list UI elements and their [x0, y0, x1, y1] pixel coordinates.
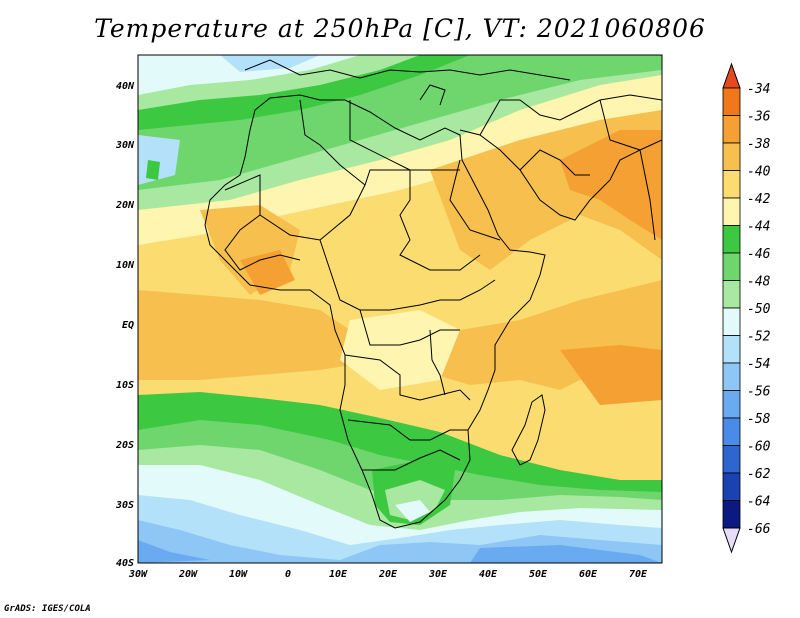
colorbar-segment — [722, 445, 741, 474]
colorbar-label: -38 — [747, 137, 771, 152]
lon-label: 10W — [229, 569, 248, 580]
lon-label: 40E — [479, 569, 498, 580]
lon-label: 60E — [579, 569, 598, 580]
map-title: Temperature at 250hPa [C], VT: 202106080… — [94, 14, 706, 43]
colorbar-label: -66 — [747, 522, 771, 537]
lat-label: EQ — [122, 320, 134, 331]
colorbar-label: -64 — [747, 495, 770, 510]
colorbar-segment — [722, 500, 741, 529]
colorbar-segment — [722, 170, 741, 199]
lon-label: 50E — [529, 569, 548, 580]
colorbar-label: -60 — [747, 440, 771, 455]
colorbar-label: -34 — [747, 82, 770, 97]
colorbar-label: -52 — [747, 330, 771, 345]
lon-label: 20W — [178, 569, 198, 580]
colorbar-bottom-arrow — [722, 527, 741, 554]
colorbar-segment — [722, 362, 741, 391]
colorbar-label: -56 — [747, 385, 771, 400]
lat-label: 40N — [116, 81, 135, 92]
colorbar-label: -44 — [747, 220, 770, 235]
coastline-borders — [204, 59, 662, 529]
colorbar-segment — [722, 417, 741, 446]
lon-label: 30E — [428, 569, 448, 580]
colorbar-label: -42 — [747, 192, 771, 207]
colorbar-top-arrow — [722, 62, 741, 89]
colorbar-label: -58 — [747, 412, 771, 427]
colorbar-label: -62 — [747, 467, 771, 482]
colorbar-label: -46 — [747, 247, 771, 262]
lon-label: 0 — [285, 569, 291, 580]
colorbar-segment — [722, 142, 741, 171]
lon-label: 70E — [629, 569, 648, 580]
colorbar-segment — [722, 280, 741, 309]
lat-label: 20S — [115, 440, 134, 451]
africa-coastline — [204, 94, 546, 529]
colorbar-segment — [722, 252, 741, 281]
colorbar-segment — [722, 390, 741, 419]
colorbar-label: -50 — [747, 302, 771, 317]
colorbar-label: -36 — [747, 110, 771, 125]
colorbar-legend: -34 -36 -38 -40 -42 -44 -46 -48 -50 -52 -54 -56 -58 -… — [722, 62, 771, 554]
lon-label: 20E — [378, 569, 398, 580]
colorbar-label: -48 — [747, 275, 771, 290]
colorbar-segment — [722, 87, 741, 116]
madagascar-coastline — [511, 394, 546, 466]
colorbar-label: -40 — [747, 165, 771, 180]
lon-label: 10E — [329, 569, 348, 580]
lat-label: 10S — [116, 380, 134, 391]
colorbar-segment — [722, 307, 741, 336]
colorbar-segment — [722, 115, 741, 144]
temperature-field — [138, 55, 662, 563]
lon-label: 30W — [128, 569, 148, 580]
lat-label: 20N — [115, 200, 135, 211]
longitude-axis: 30W 20W 10W 0 10E 20E 30E 40E 50E 60E 70… — [128, 569, 648, 580]
plot-frame — [137, 54, 663, 564]
colorbar-segment — [722, 335, 741, 364]
lat-label: 40S — [116, 558, 134, 569]
colorbar-label: -54 — [747, 357, 770, 372]
lat-label: 30S — [115, 500, 134, 511]
lat-label: 10N — [116, 260, 135, 271]
grads-credit: GrADS: IGES/COLA — [4, 604, 91, 614]
colorbar-segment — [722, 225, 741, 254]
lat-label: 30N — [115, 140, 135, 151]
colorbar-segment — [722, 472, 741, 501]
latitude-axis: 40N 30N 20N 10N EQ 10S 20S 30S 40S — [115, 81, 135, 569]
colorbar-segment — [722, 197, 741, 226]
